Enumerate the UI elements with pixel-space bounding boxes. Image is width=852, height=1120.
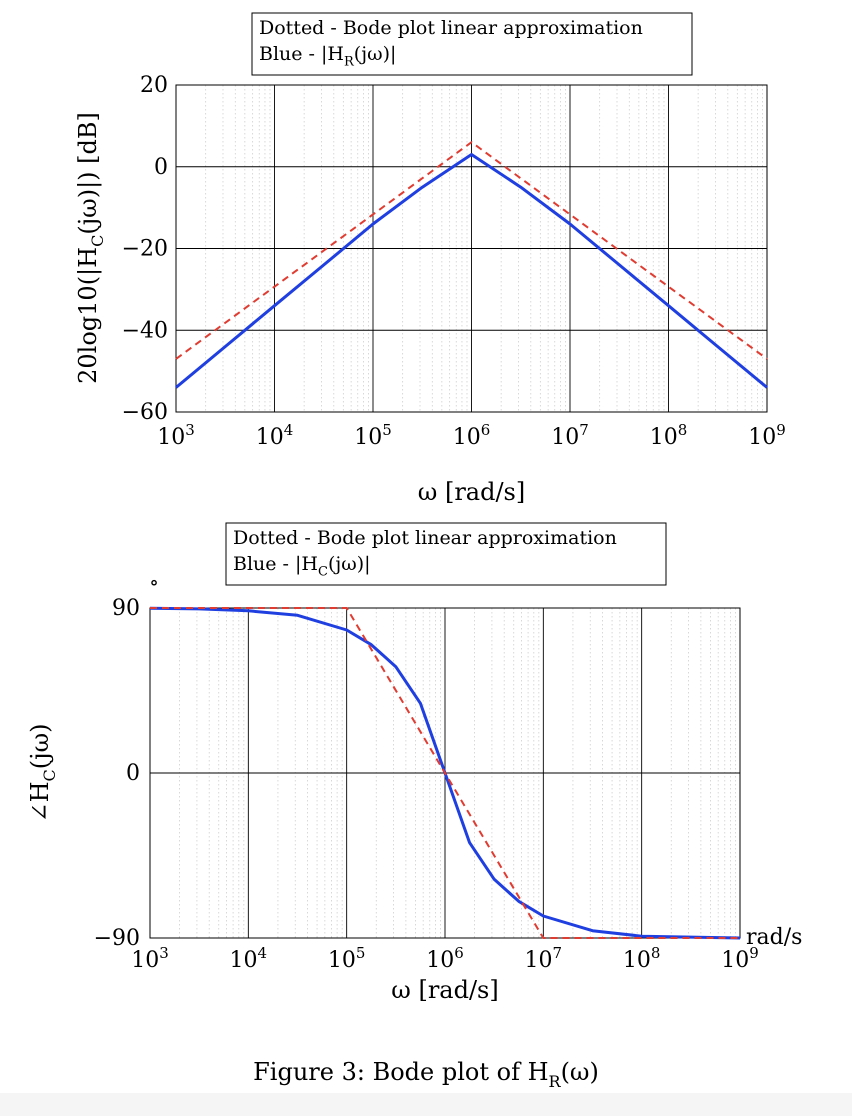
x-tick-label: 106 [453,421,491,450]
exact-series-line [175,153,768,389]
legend-box [225,522,667,586]
x-tick-label: 104 [230,944,268,973]
x-tick-label: 108 [650,421,688,450]
x-tick-label: 109 [748,421,786,450]
x-tick-label: 107 [551,421,589,450]
figure-caption: Figure 3: Bode plot of HR(ω) [253,1058,599,1091]
y-axis-label: 20log10(|HC(jω)|) [dB] [74,112,107,384]
x-axis-unit-label: rad/s [746,925,802,950]
plot-frame [149,607,741,939]
x-axis-label: ω [rad/s] [391,976,498,1004]
legend-entry: Dotted - Bode plot linear approximation [259,17,643,39]
x-tick-label: 103 [157,421,195,450]
x-tick-label: 105 [354,421,392,450]
approximation-series-line [175,141,768,360]
legend-entry: Blue - |HR(jω)| [259,43,396,70]
y-axis-label: ∠HC(jω) [26,723,59,822]
y-tick-label: −20 [122,237,168,262]
exact-series-line [149,606,741,940]
y-tick-label: −60 [122,400,168,425]
x-tick-label: 109 [721,944,759,973]
x-axis-label: ω [rad/s] [418,478,525,506]
y-tick-label: −40 [122,318,168,343]
approximation-series-line [150,607,740,939]
magnitude-chart: 103 104 105 106 107 108 109 20 0 −20 −40 −60 ω [rad/… [74,12,786,506]
y-tick-label: 0 [126,761,140,786]
y-tick-label: 90 [112,596,140,621]
legend-entry: Dotted - Bode plot linear approximation [233,527,617,549]
y-tick-label: 20 [140,73,168,98]
y-tick-label: −90 [94,926,140,951]
degree-unit-mark: ∘ [149,570,159,594]
x-tick-label: 108 [623,944,661,973]
x-tick-label: 107 [525,944,563,973]
x-tick-label: 105 [328,944,366,973]
bottom-strip [0,1093,852,1116]
plot-frame [175,84,768,413]
phase-chart: 103 104 105 106 107 108 109 90 0 −90 ω [rad/s] ∠HC(… [26,522,802,1004]
legend-entry: Blue - |HC(jω)| [233,553,371,580]
x-tick-label: 103 [131,944,169,973]
y-tick-label: 0 [154,155,168,180]
legend-box [251,12,693,76]
x-tick-label: 104 [256,421,294,450]
x-tick-label: 106 [426,944,464,973]
